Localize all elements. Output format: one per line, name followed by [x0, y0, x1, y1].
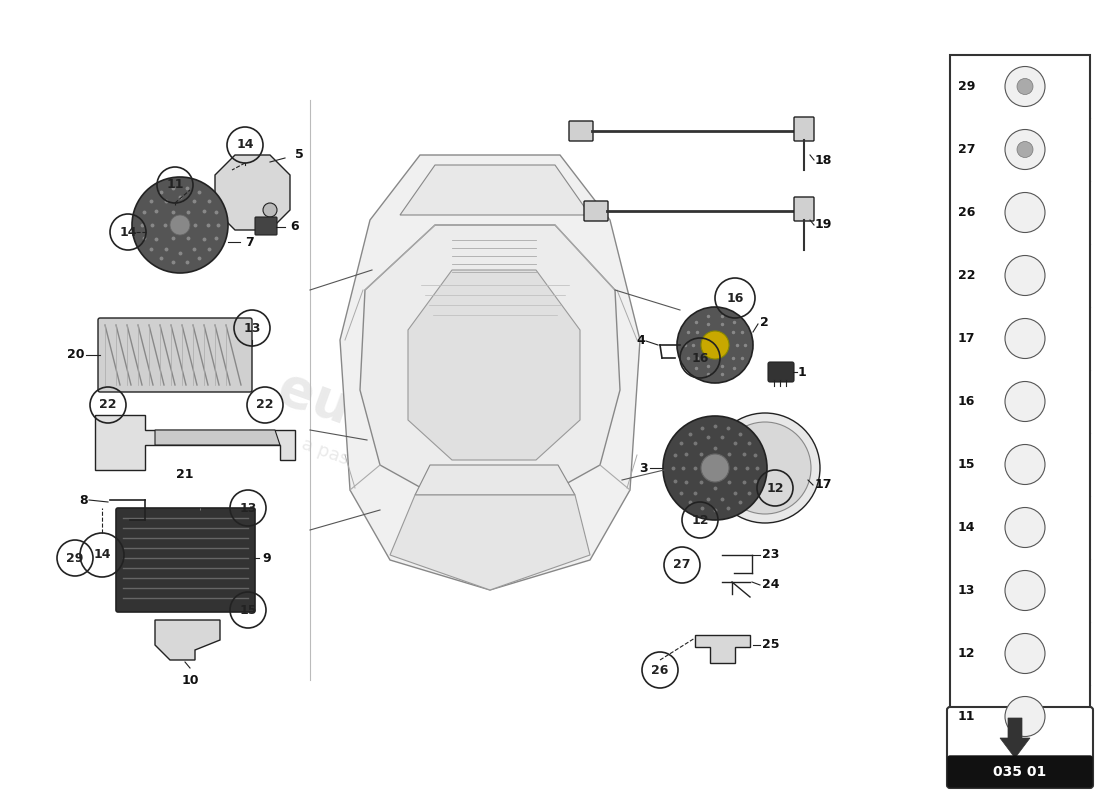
Text: 27: 27	[958, 143, 976, 156]
Text: 12: 12	[767, 482, 783, 494]
Circle shape	[1005, 382, 1045, 422]
Text: 15: 15	[958, 458, 976, 471]
Polygon shape	[390, 495, 590, 590]
Text: 16: 16	[691, 351, 708, 365]
Text: 12: 12	[691, 514, 708, 526]
Circle shape	[663, 416, 767, 520]
Text: 26: 26	[651, 663, 669, 677]
Circle shape	[676, 307, 754, 383]
Text: 16: 16	[726, 291, 744, 305]
Text: 17: 17	[815, 478, 833, 491]
Text: 23: 23	[762, 549, 780, 562]
Text: 7: 7	[245, 235, 254, 249]
Text: a passion for parts since 1985: a passion for parts since 1985	[299, 435, 561, 545]
Circle shape	[1005, 66, 1045, 106]
Text: 15: 15	[240, 603, 256, 617]
Text: 26: 26	[958, 206, 976, 219]
FancyBboxPatch shape	[948, 756, 1092, 787]
Circle shape	[1005, 130, 1045, 170]
Polygon shape	[340, 155, 640, 590]
Text: 2: 2	[760, 315, 769, 329]
Text: 3: 3	[639, 462, 648, 474]
Circle shape	[1005, 255, 1045, 295]
Text: 19: 19	[815, 218, 833, 231]
Text: 20: 20	[67, 349, 85, 362]
Circle shape	[1005, 445, 1045, 485]
Text: 1: 1	[798, 366, 806, 378]
Text: 6: 6	[290, 221, 298, 234]
Circle shape	[1018, 142, 1033, 158]
Text: 22: 22	[958, 269, 976, 282]
Text: 14: 14	[958, 521, 976, 534]
Text: 13: 13	[240, 502, 256, 514]
Circle shape	[701, 331, 729, 359]
Text: 4: 4	[636, 334, 645, 346]
Circle shape	[1005, 570, 1045, 610]
Text: 17: 17	[958, 332, 976, 345]
Text: 16: 16	[958, 395, 976, 408]
Polygon shape	[155, 620, 220, 660]
Text: 12: 12	[958, 647, 976, 660]
Text: 21: 21	[176, 469, 194, 482]
FancyBboxPatch shape	[947, 707, 1093, 788]
Polygon shape	[415, 465, 575, 495]
Circle shape	[1005, 697, 1045, 737]
Circle shape	[1005, 193, 1045, 233]
Text: 29: 29	[958, 80, 976, 93]
Text: 14: 14	[94, 549, 111, 562]
Circle shape	[1005, 318, 1045, 358]
Text: 14: 14	[119, 226, 136, 238]
FancyBboxPatch shape	[255, 217, 277, 235]
Text: europ arce: europ arce	[271, 361, 590, 519]
Circle shape	[1018, 78, 1033, 94]
Text: 24: 24	[762, 578, 780, 591]
Text: 11: 11	[958, 710, 976, 723]
Polygon shape	[360, 225, 620, 490]
Circle shape	[719, 422, 811, 514]
Circle shape	[1005, 507, 1045, 547]
Circle shape	[1005, 634, 1045, 674]
Text: 035 01: 035 01	[993, 765, 1046, 779]
FancyBboxPatch shape	[794, 117, 814, 141]
Text: 10: 10	[182, 674, 199, 686]
Text: 11: 11	[166, 178, 184, 191]
FancyBboxPatch shape	[584, 201, 608, 221]
FancyBboxPatch shape	[569, 121, 593, 141]
FancyBboxPatch shape	[768, 362, 794, 382]
Text: 13: 13	[243, 322, 261, 334]
FancyBboxPatch shape	[116, 508, 255, 612]
Circle shape	[132, 177, 228, 273]
FancyBboxPatch shape	[98, 318, 252, 392]
Text: 8: 8	[79, 494, 88, 506]
Polygon shape	[408, 270, 580, 460]
Bar	[950, 55, 1090, 748]
Text: 29: 29	[66, 551, 84, 565]
Text: 13: 13	[958, 584, 976, 597]
Circle shape	[701, 454, 729, 482]
Polygon shape	[695, 635, 750, 663]
Text: 9: 9	[262, 551, 271, 565]
FancyBboxPatch shape	[794, 197, 814, 221]
Text: 27: 27	[673, 558, 691, 571]
Polygon shape	[214, 155, 290, 230]
Text: 5: 5	[295, 149, 304, 162]
Text: 22: 22	[99, 398, 117, 411]
Circle shape	[263, 203, 277, 217]
Polygon shape	[400, 165, 590, 215]
Polygon shape	[95, 415, 295, 470]
Polygon shape	[1000, 718, 1030, 758]
Circle shape	[710, 413, 820, 523]
Polygon shape	[155, 430, 280, 445]
Text: 25: 25	[762, 638, 780, 651]
Text: 14: 14	[236, 138, 254, 151]
Text: 22: 22	[256, 398, 274, 411]
Text: 18: 18	[815, 154, 833, 166]
Circle shape	[170, 215, 190, 235]
